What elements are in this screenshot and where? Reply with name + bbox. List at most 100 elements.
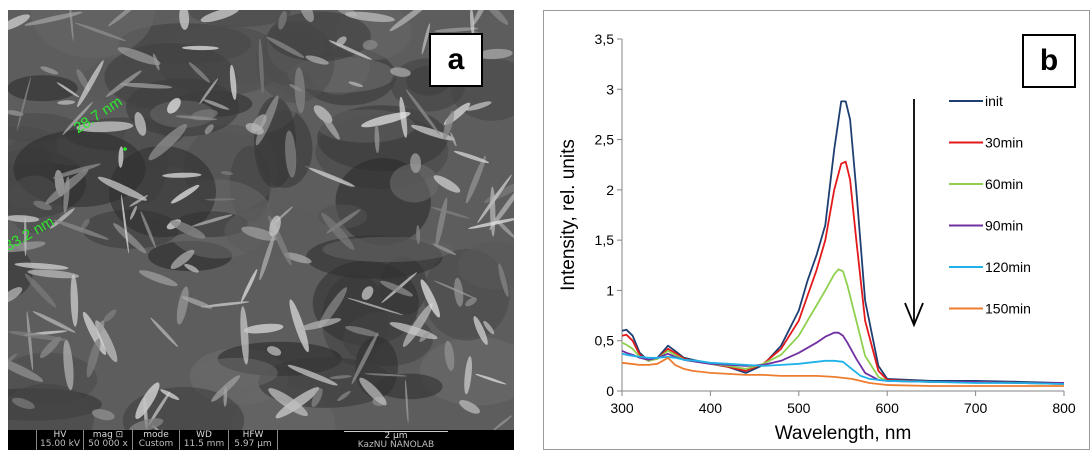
sem-shadow [322, 236, 454, 263]
sem-bar-logo [8, 430, 37, 450]
sem-nanoflake [220, 171, 234, 176]
sem-nanoflake [32, 311, 76, 333]
sem-nanoflake [465, 155, 486, 204]
sem-nanoflake [129, 205, 137, 220]
sem-nanoflake [53, 219, 109, 240]
sem-nanoflake [129, 418, 164, 433]
sem-nanoflake [97, 176, 147, 201]
sem-nanoflake [8, 14, 30, 31]
sem-nanoflake [346, 297, 404, 316]
sem-nanoflake [91, 409, 115, 421]
legend-label-150min: 150min [985, 301, 1031, 317]
sem-nanoflake [483, 320, 495, 335]
sem-nanoflake [300, 10, 314, 23]
sem-nanoflake [170, 249, 195, 270]
sem-bar-wd: WD 11.5 mm [180, 430, 229, 450]
sem-nanoflake [150, 317, 179, 348]
sem-nanoflake [289, 84, 303, 92]
sem-nanoflake [241, 268, 258, 303]
y-tick-label: 1 [606, 282, 614, 298]
sem-nanoflake [442, 110, 455, 140]
y-tick-label: 3 [606, 81, 614, 97]
sem-nanoflake [175, 115, 218, 121]
sem-nanoflake [113, 223, 147, 254]
series-line-60min [621, 268, 1065, 385]
sem-shadow [457, 242, 514, 290]
sem-nanoflake [243, 323, 284, 334]
sem-nanoflake [140, 211, 156, 249]
legend-label-60min: 60min [985, 176, 1023, 192]
sem-nanoflake [27, 269, 80, 279]
sem-nanoflake [8, 215, 40, 223]
sem-nanoflake [240, 306, 249, 365]
sem-nanoflake [489, 183, 514, 230]
sem-nanoflake [410, 153, 422, 173]
sem-nanoflake [223, 386, 228, 407]
series-line-90min [621, 331, 1064, 384]
y-tick-label: 2 [606, 182, 614, 198]
sem-nanoflake [420, 279, 441, 318]
sem-nanoflake [308, 167, 355, 187]
sem-nanoflake [320, 111, 340, 140]
sem-nanoflake [8, 287, 23, 304]
sem-nanoflake [405, 379, 409, 424]
sem-nanoflake [184, 263, 199, 273]
sem-nanoflake [52, 163, 101, 179]
sem-nanoflake [205, 198, 236, 201]
sem-nanoflake [498, 263, 509, 297]
sem-nanoflake [359, 377, 387, 406]
sem-nanoflake [134, 112, 147, 136]
sem-nanoflake [351, 332, 379, 385]
sem-nanoflake [170, 184, 200, 204]
sem-nanoflake [433, 280, 476, 299]
sem-nanoflake [118, 146, 124, 168]
sem-nanoflake [167, 98, 181, 114]
sem-nanoflake [329, 375, 352, 379]
y-tick-label: 0,5 [595, 333, 615, 349]
sem-measure-point [123, 147, 127, 151]
sem-nanoflake [74, 22, 127, 42]
x-tick-label: 300 [610, 400, 634, 416]
sem-nanoflake [8, 110, 24, 116]
sem-nanoflake [63, 339, 74, 391]
spectra-chart-panel: 0 0,5 1 1,5 2 2,5 3 3,5 300 400 500 600 700 800 Wavele… [543, 10, 1090, 450]
y-tick-label: 3,5 [595, 31, 615, 47]
sem-nanoflake [311, 388, 323, 408]
trend-arrow-head [904, 302, 924, 328]
sem-nanoflake [24, 273, 57, 308]
sem-nanoflake [203, 99, 230, 110]
sem-nanoflake [70, 274, 79, 327]
x-axis-title: Wavelength, nm [775, 423, 912, 444]
y-tick-label: 0 [606, 383, 614, 399]
sem-nanoflake [121, 194, 129, 254]
sem-nanoflake [33, 200, 52, 211]
sem-nanoflake [40, 66, 59, 75]
x-tick-label: 700 [964, 400, 988, 416]
sem-nanoflake [135, 382, 160, 420]
sem-nanoflake [389, 10, 430, 32]
sem-nanoflake [421, 23, 431, 55]
sem-nanoflake [8, 353, 18, 368]
sem-nanoflake [379, 280, 414, 297]
sem-nanoflake [285, 130, 297, 178]
sem-nanoflake [181, 45, 219, 51]
sem-bar-hv: HV 15.00 kV [37, 430, 84, 450]
sem-nanoflake [24, 215, 27, 257]
sem-nanoflake [318, 287, 348, 328]
sem-nanoflake [472, 10, 489, 26]
series-line-150min [621, 356, 1064, 387]
sem-nanoflake [199, 78, 219, 105]
sem-nanoflake [24, 11, 83, 26]
sem-nanoflake [269, 215, 281, 237]
sem-nanoflake [204, 124, 214, 135]
sem-nanoflake [258, 38, 264, 94]
sem-nanoflake [468, 217, 514, 229]
sem-nanoflake [466, 101, 492, 111]
series-line-120min [621, 352, 1065, 385]
sem-nanoflake [374, 124, 380, 154]
sem-nanoflake [361, 286, 374, 300]
sem-nanoflake [298, 318, 342, 331]
legend-label-init: init [985, 93, 1003, 109]
sem-shadow [108, 146, 216, 238]
sem-nanoflake [148, 391, 171, 426]
